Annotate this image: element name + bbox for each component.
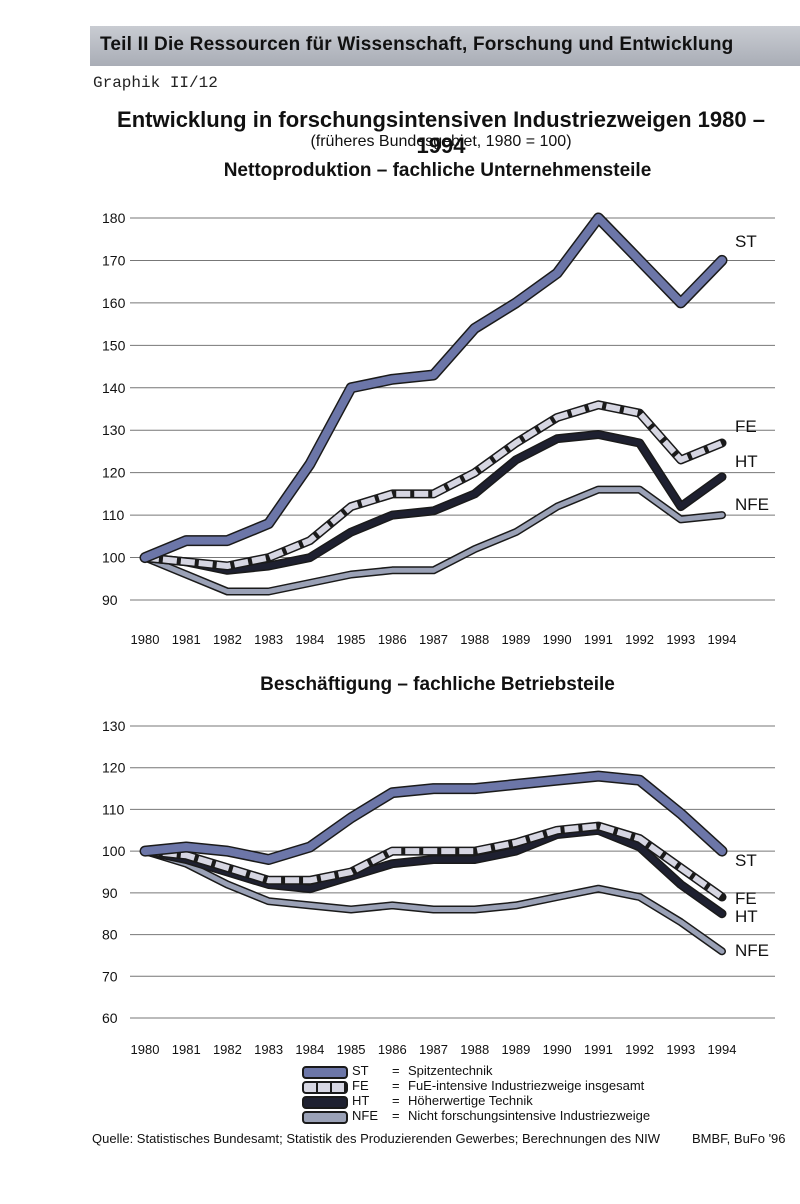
x-tick-label: 1984 [295, 1042, 324, 1057]
figure-subtitle: (früheres Bundesgebiet, 1980 = 100) [310, 133, 572, 150]
x-tick-label: 1990 [543, 632, 572, 647]
series-line-nfe [142, 487, 725, 594]
legend-code: ST [352, 1063, 369, 1078]
figure-title: Entwicklung in forschungsintensiven Indu… [117, 107, 765, 158]
legend-equals: = [392, 1108, 400, 1123]
figure-number: Graphik II/12 [93, 74, 218, 92]
y-tick-label: 110 [102, 801, 125, 817]
legend-equals: = [392, 1078, 400, 1093]
x-tick-label: 1989 [501, 632, 530, 647]
x-tick-label: 1994 [708, 632, 737, 647]
x-tick-label: 1983 [254, 1042, 283, 1057]
x-tick-label: 1981 [172, 632, 201, 647]
y-tick-label: 180 [102, 210, 126, 226]
y-tick-label: 170 [102, 252, 126, 268]
y-tick-label: 90 [102, 885, 118, 901]
y-tick-label: 70 [102, 968, 118, 984]
legend-equals: = [392, 1063, 400, 1078]
x-tick-label: 1988 [460, 632, 489, 647]
legend-code: FE [352, 1078, 369, 1093]
x-tick-label: 1991 [584, 632, 613, 647]
legend-code: HT [352, 1093, 370, 1108]
y-tick-label: 100 [102, 550, 126, 566]
section-header: Teil II Die Ressourcen für Wissenschaft,… [100, 34, 734, 55]
x-tick-label: 1985 [337, 1042, 366, 1057]
x-tick-label: 1987 [419, 1042, 448, 1057]
chart-title: Beschäftigung – fachliche Betriebsteile [260, 674, 615, 695]
legend-description: Nicht forschungsintensive Industriezweig… [408, 1108, 651, 1123]
chart-title: Nettoproduktion – fachliche Unternehmens… [224, 160, 652, 181]
header-bar [90, 26, 800, 66]
line-label-ht: HT [735, 907, 758, 926]
series-line-fe [144, 823, 724, 900]
x-tick-label: 1980 [131, 632, 160, 647]
x-tick-label: 1982 [213, 632, 242, 647]
chart-production: Nettoproduktion – fachliche Unternehmens… [100, 160, 775, 647]
legend-equals: = [392, 1093, 400, 1108]
y-tick-label: 80 [102, 927, 118, 943]
legend-description: FuE-intensive Industriezweige insgesamt [408, 1078, 645, 1093]
series-line-st [141, 772, 726, 864]
series-line-fe [144, 401, 724, 569]
line-label-st: ST [735, 232, 757, 251]
y-tick-label: 160 [102, 295, 126, 311]
x-tick-label: 1993 [666, 632, 695, 647]
legend-description: Höherwertige Technik [408, 1093, 533, 1108]
legend-description: Spitzentechnik [408, 1063, 493, 1078]
y-tick-label: 120 [102, 760, 126, 776]
legend-swatch-fe [302, 1081, 348, 1094]
x-tick-label: 1993 [666, 1042, 695, 1057]
x-tick-label: 1981 [172, 1042, 201, 1057]
x-tick-label: 1986 [378, 632, 407, 647]
x-tick-label: 1980 [131, 1042, 160, 1057]
series-line-st [141, 214, 726, 562]
series-line-nfe [142, 848, 725, 954]
line-label-st: ST [735, 851, 757, 870]
y-tick-label: 110 [102, 507, 125, 523]
legend-swatch-st [302, 1066, 348, 1079]
y-tick-label: 140 [102, 380, 126, 396]
x-tick-label: 1992 [625, 632, 654, 647]
legend-swatch-ht [302, 1096, 348, 1109]
y-tick-label: 90 [102, 592, 118, 608]
x-tick-label: 1985 [337, 632, 366, 647]
x-tick-label: 1989 [501, 1042, 530, 1057]
legend-code: NFE [352, 1108, 378, 1123]
x-tick-label: 1990 [543, 1042, 572, 1057]
x-tick-label: 1983 [254, 632, 283, 647]
y-tick-label: 100 [102, 843, 126, 859]
line-label-nfe: NFE [735, 495, 769, 514]
source-note: Quelle: Statistisches Bundesamt; Statist… [92, 1131, 660, 1146]
y-tick-label: 60 [102, 1010, 118, 1026]
x-tick-label: 1982 [213, 1042, 242, 1057]
credit-note: BMBF, BuFo '96 [692, 1131, 786, 1146]
x-tick-label: 1991 [584, 1042, 613, 1057]
y-tick-label: 130 [102, 422, 126, 438]
x-tick-label: 1992 [625, 1042, 654, 1057]
line-label-fe: FE [735, 889, 757, 908]
x-tick-label: 1994 [708, 1042, 737, 1057]
plot-area [100, 200, 775, 625]
chart-employment: Beschäftigung – fachliche Betriebsteile 6… [100, 674, 775, 1057]
y-tick-label: 150 [102, 337, 126, 353]
legend-swatch-nfe [302, 1111, 348, 1124]
x-tick-label: 1987 [419, 632, 448, 647]
series-line-ht [142, 431, 725, 574]
x-tick-label: 1984 [295, 632, 324, 647]
y-tick-label: 120 [102, 465, 126, 481]
line-label-nfe: NFE [735, 941, 769, 960]
y-tick-label: 130 [102, 718, 126, 734]
line-label-ht: HT [735, 452, 758, 471]
line-label-fe: FE [735, 417, 757, 436]
x-tick-label: 1986 [378, 1042, 407, 1057]
x-tick-label: 1988 [460, 1042, 489, 1057]
